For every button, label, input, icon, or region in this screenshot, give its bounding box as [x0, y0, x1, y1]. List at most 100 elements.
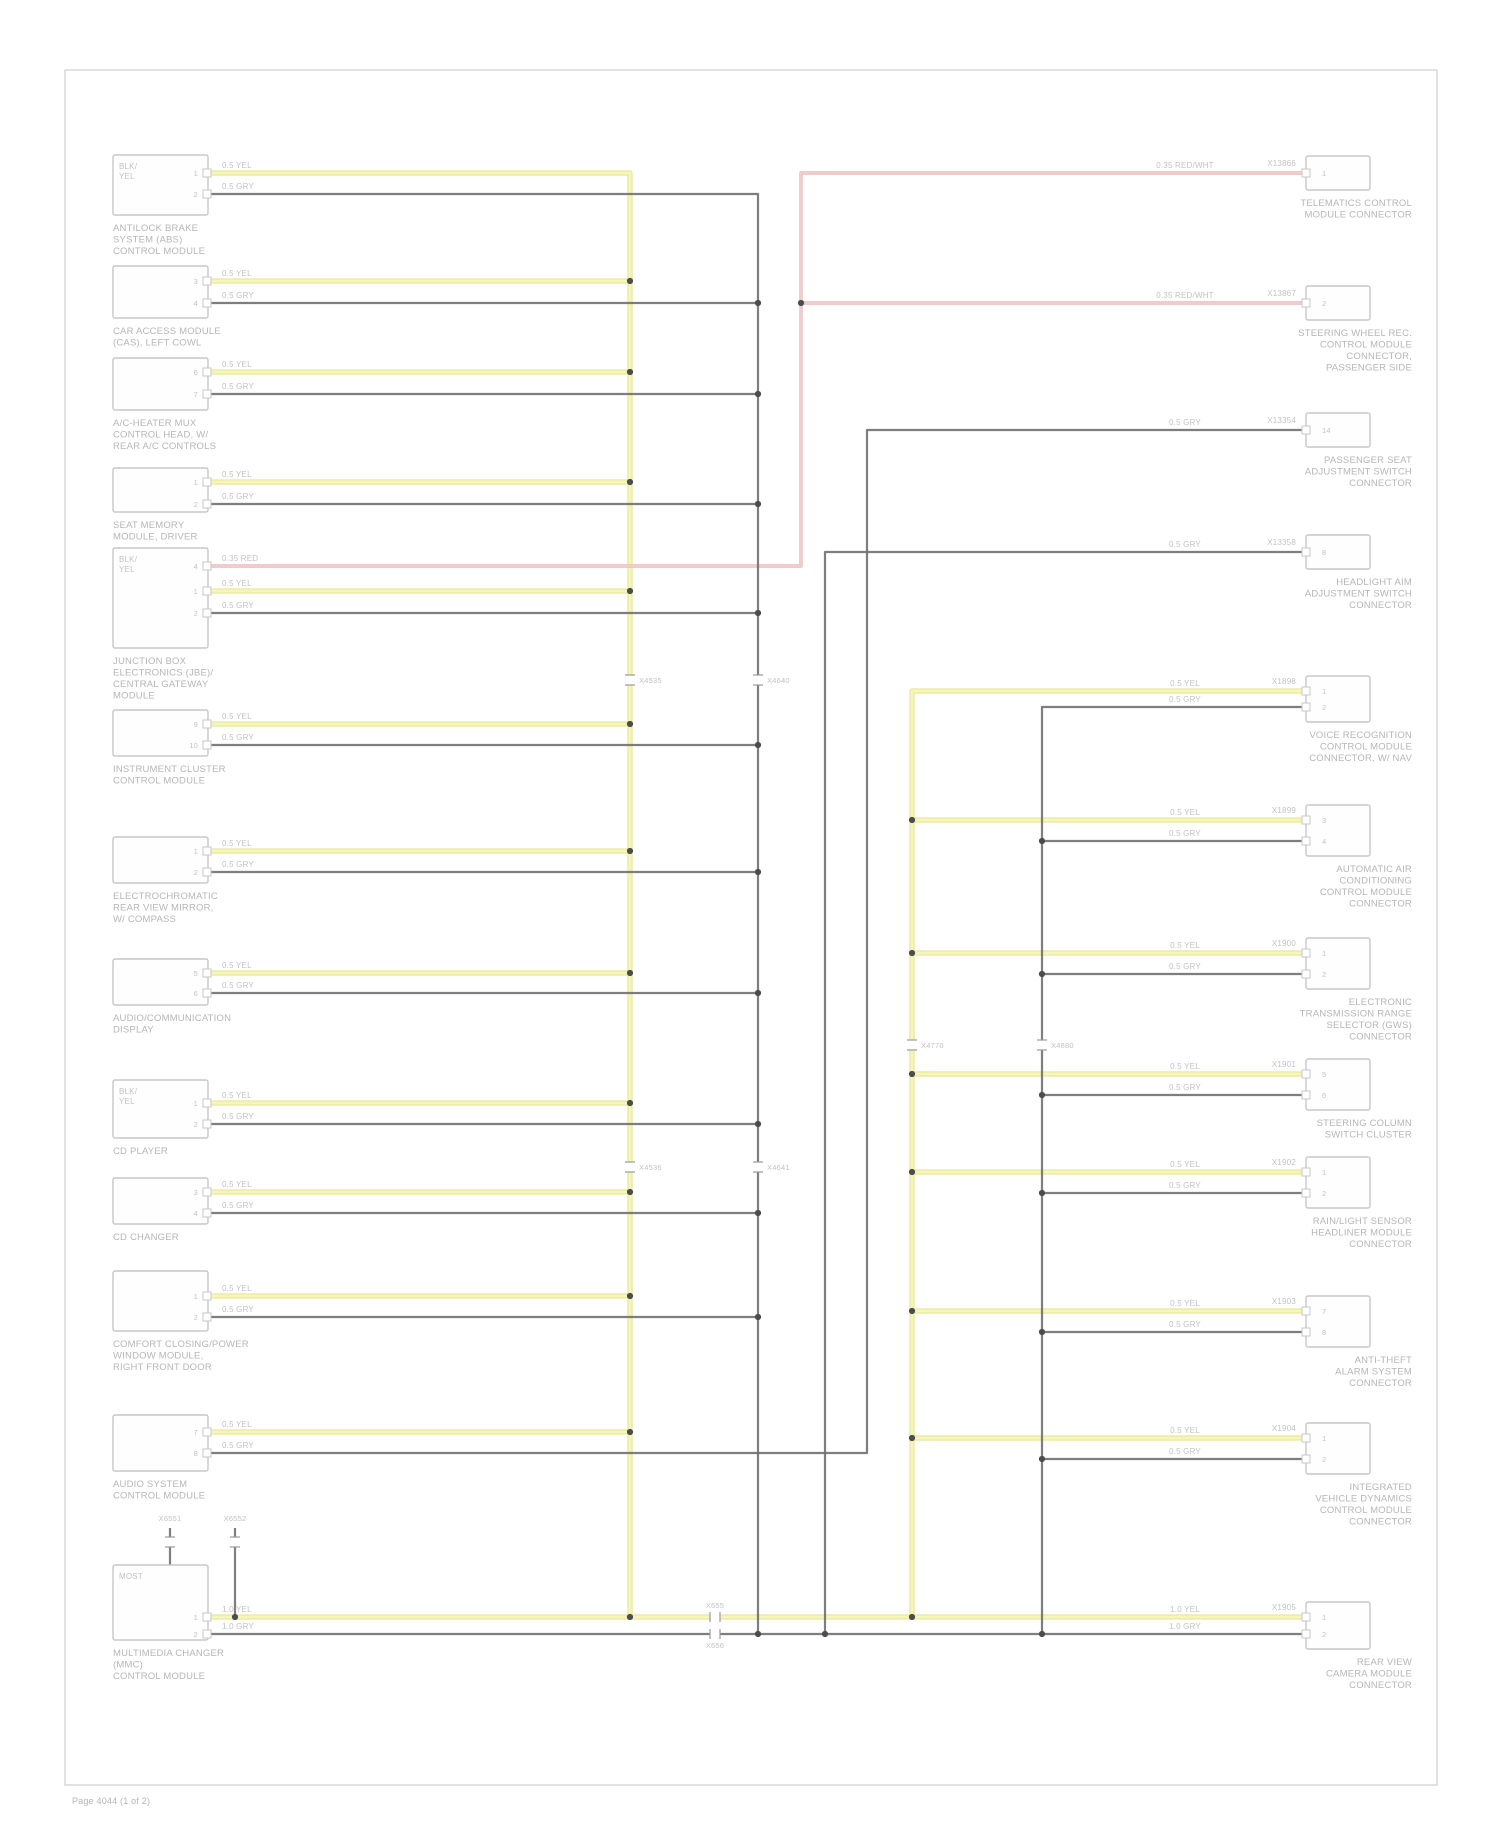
- pin-terminal: [202, 499, 212, 509]
- wire-color-label: 0.5 GRY: [1169, 829, 1201, 838]
- pin-terminal: [1301, 1612, 1311, 1622]
- pin-terminal: [1301, 1454, 1311, 1464]
- connector-box: [1305, 1601, 1371, 1650]
- junction-dot: [626, 1292, 634, 1300]
- pin-terminal: [1301, 298, 1311, 308]
- wire-color-label: 0.35 RED: [222, 554, 258, 563]
- pin-terminal: [1301, 1167, 1311, 1177]
- connector-label: MODULE CONNECTOR: [1304, 210, 1412, 221]
- module-box: [112, 1414, 209, 1472]
- fiber-optic-wire: [208, 170, 633, 1617]
- connector-code: X13354: [1267, 416, 1296, 425]
- data-wire: [823, 550, 1306, 1634]
- pin-terminal: [202, 968, 212, 978]
- pin-number: 1: [1322, 687, 1326, 696]
- pin-number: 14: [1322, 426, 1331, 435]
- junction-dot: [754, 500, 762, 508]
- module-box: [112, 1079, 209, 1139]
- junction-dot: [754, 989, 762, 997]
- module-label: DISPLAY: [113, 1025, 154, 1036]
- page-border: [64, 69, 1438, 1786]
- pin-terminal: [202, 1427, 212, 1437]
- module-label: CAR ACCESS MODULE: [113, 326, 221, 337]
- pin-number: 4: [194, 299, 198, 308]
- pin-terminal: [202, 846, 212, 856]
- connector-box: [1305, 412, 1371, 448]
- pin-terminal: [1301, 969, 1311, 979]
- pin-terminal: [1301, 1327, 1311, 1337]
- module-label: REAR VIEW MIRROR,: [113, 903, 214, 914]
- module-label: REAR A/C CONTROLS: [113, 441, 216, 452]
- pin-number: 2: [1322, 703, 1326, 712]
- inline-connector-code: X4535: [639, 676, 662, 685]
- wire-color-label: 0.5 YEL: [1170, 808, 1200, 817]
- connector-label: RAIN/LIGHT SENSOR: [1313, 1216, 1412, 1227]
- junction-dot: [1038, 837, 1046, 845]
- wire-color-label: 0.5 YEL: [222, 712, 252, 721]
- junction-dot: [1038, 1091, 1046, 1099]
- wire-color-label: 0.5 GRY: [222, 981, 254, 990]
- module-inner-label: BLK/: [119, 162, 138, 171]
- data-wire: [208, 192, 760, 1634]
- connector-label: CONNECTOR: [1349, 1378, 1412, 1389]
- module-label: (MMC): [113, 1660, 143, 1671]
- module-label: ANTILOCK BRAKE: [113, 223, 198, 234]
- module-box: [112, 1270, 209, 1332]
- junction-dot: [908, 816, 916, 824]
- pin-number: 2: [1322, 970, 1326, 979]
- wire-color-label: 0.35 RED/WHT: [1156, 291, 1214, 300]
- pin-number: 2: [194, 1313, 198, 1322]
- pin-terminal: [1301, 836, 1311, 846]
- junction-dot: [821, 1630, 829, 1638]
- connector-label: CONTROL MODULE: [1320, 340, 1412, 351]
- connector-label: CONNECTOR, W/ NAV: [1309, 753, 1412, 764]
- pin-terminal: [202, 988, 212, 998]
- junction-dot: [908, 949, 916, 957]
- junction-dot: [908, 1070, 916, 1078]
- connector-code: X1902: [1272, 1158, 1296, 1167]
- connector-label: ADJUSTMENT SWITCH: [1305, 467, 1412, 478]
- module-label: RIGHT FRONT DOOR: [113, 1362, 212, 1373]
- module-label: MODULE: [113, 691, 155, 702]
- connector-label: CONNECTOR: [1349, 600, 1412, 611]
- junction-dot: [1038, 1630, 1046, 1638]
- connector-box: [1305, 1295, 1371, 1348]
- module-label: WINDOW MODULE,: [113, 1351, 203, 1362]
- inline-connector-gap: [753, 675, 763, 685]
- pin-number: 8: [1322, 1328, 1326, 1337]
- wire-color-label: 0.5 GRY: [1169, 695, 1201, 704]
- wire-color-label: 0.5 YEL: [1170, 679, 1200, 688]
- pin-terminal: [202, 477, 212, 487]
- pin-terminal: [1301, 686, 1311, 696]
- junction-dot: [626, 368, 634, 376]
- pin-terminal: [1301, 702, 1311, 712]
- pin-number: 1: [1322, 169, 1326, 178]
- connector-label: PASSENGER SEAT: [1324, 455, 1412, 466]
- pin-terminal: [202, 561, 212, 571]
- module-label: SEAT MEMORY: [113, 520, 185, 531]
- wire-color-label: 0.5 GRY: [1169, 540, 1201, 549]
- pin-number: 8: [1322, 548, 1326, 557]
- pin-number: 7: [1322, 1307, 1326, 1316]
- wire-color-label: 0.5 GRY: [1169, 1320, 1201, 1329]
- inline-connector-code: X4641: [767, 1163, 790, 1172]
- junction-dot: [754, 1209, 762, 1217]
- pin-number: 3: [1322, 816, 1326, 825]
- pin-terminal: [1301, 547, 1311, 557]
- inline-connector-gap: [710, 1612, 720, 1622]
- pin-terminal: [202, 1208, 212, 1218]
- connector-box: [1305, 285, 1371, 321]
- pin-terminal: [1301, 1090, 1311, 1100]
- pin-terminal: [1301, 425, 1311, 435]
- connector-label: ADJUSTMENT SWITCH: [1305, 589, 1412, 600]
- pin-terminal: [202, 1312, 212, 1322]
- connector-label: CONNECTOR,: [1346, 351, 1412, 362]
- pin-number: 1: [194, 1613, 198, 1622]
- inline-connector-gap: [165, 1537, 175, 1547]
- pin-terminal: [202, 367, 212, 377]
- wire-color-label: 0.5 YEL: [222, 579, 252, 588]
- connector-box: [1305, 155, 1371, 191]
- junction-dot: [908, 1613, 916, 1621]
- connector-code: X1899: [1272, 806, 1296, 815]
- junction-dot: [754, 390, 762, 398]
